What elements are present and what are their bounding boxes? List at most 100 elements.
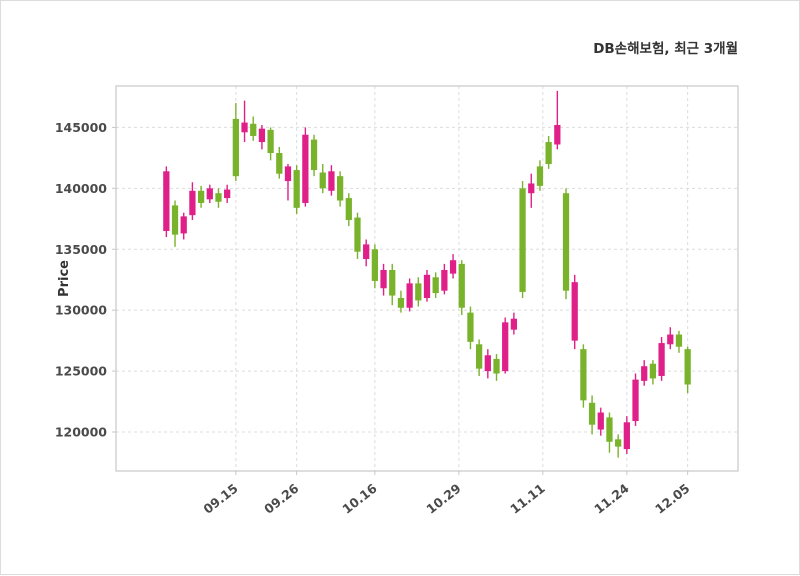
candlestick-body [215,193,222,202]
candlestick [615,434,622,458]
candlestick-body [363,244,370,260]
y-tick-label: 120000 [55,425,107,440]
candlestick [528,173,535,208]
candlestick-body [571,282,578,341]
candlestick [684,346,691,394]
candlestick-body [519,188,526,292]
candlestick-body [667,334,674,345]
candlestick-body [397,297,405,308]
candlestick-body [380,269,387,289]
candlestick [580,344,587,408]
candlestick-body [606,417,613,442]
candlestick-body [458,263,465,308]
candlestick [476,339,483,376]
candlestick-body [484,355,491,372]
candlestick [267,127,274,161]
candlestick-body [267,129,274,154]
candlestick [171,200,179,247]
candlestick-body [345,198,352,221]
candlestick-body [406,283,413,308]
candlestick [502,317,509,374]
candlestick-body [684,349,691,385]
candlestick [588,395,596,435]
candlestick [423,269,431,302]
candlestick-body [250,123,257,136]
candlestick-body [441,269,448,291]
candlestick-body [658,343,665,376]
candlestick-body [224,189,231,199]
candlestick-body [615,439,622,447]
candlestick [345,193,352,227]
candlestick-body [641,366,648,381]
candlestick-body [389,269,396,296]
candlestick [458,260,465,316]
candlestick [571,274,578,350]
candlestick [389,263,396,306]
candlestick-body [284,166,292,182]
candlestick [293,165,300,214]
candlestick [562,188,570,300]
candlestick [641,360,648,386]
x-tick-label: 11.11 [507,481,547,517]
candlestick [258,124,266,150]
candlestick-body [232,118,239,177]
candlestick-body [310,139,318,171]
x-tick-label: 11.24 [591,480,632,516]
candlestick [354,212,361,260]
candlestick [371,244,378,289]
y-tick-label: 135000 [55,242,107,257]
candlestick-body [597,412,604,430]
candlestick [597,407,604,436]
candlestick [250,116,257,141]
candlestick-body [189,190,196,216]
candlestick-body [476,344,483,369]
candlestick-body [562,193,570,291]
candlestick [180,212,187,240]
candlestick-body [258,128,266,143]
candlestick-body [502,322,509,372]
candlestick-body [449,260,457,274]
candlestick-body [354,217,361,252]
candlestick [467,306,474,350]
candlestick [441,263,448,295]
candlestick-body [319,172,326,189]
candlestick [232,103,239,182]
candlestick [649,360,657,385]
candlestick [415,277,422,307]
candlestick [519,181,526,298]
candlestick [206,184,213,203]
y-tick-label: 130000 [55,303,107,318]
candlestick [241,100,248,143]
candlestick-body [171,205,179,235]
candlestick-body [580,349,587,401]
candlestick [632,373,639,426]
candlestick-body [163,171,170,231]
candlestick [510,312,518,335]
plot-area: 120000 125000 130000 135000 140000 145000 09.1… [55,85,739,517]
candlestick [328,165,335,196]
candlestick-body [649,363,657,379]
candlestick [397,290,405,313]
candlestick-body [632,379,639,422]
candlestick-body [536,166,544,186]
chart-title: DB손해보험, 최근 3개월 [593,40,738,57]
candlestick-body [528,183,535,194]
candlestick [189,182,196,221]
candlestick [336,171,344,207]
candlestick-body [588,402,596,425]
candlestick [449,254,457,279]
candlestick-body [623,422,630,450]
candlestick-body [197,190,205,203]
y-tick-label: 125000 [55,364,107,379]
candlestick-body [241,122,248,133]
candlestick-body [180,216,187,234]
candlestick-body [415,283,422,301]
candlestick-body [276,153,283,174]
candlestick-body [545,142,552,164]
candlestick [406,278,413,312]
candlestick [658,336,665,381]
x-tick-label: 12.05 [652,481,692,517]
x-tick-label: 09.15 [200,481,240,517]
candlestick [432,272,439,298]
